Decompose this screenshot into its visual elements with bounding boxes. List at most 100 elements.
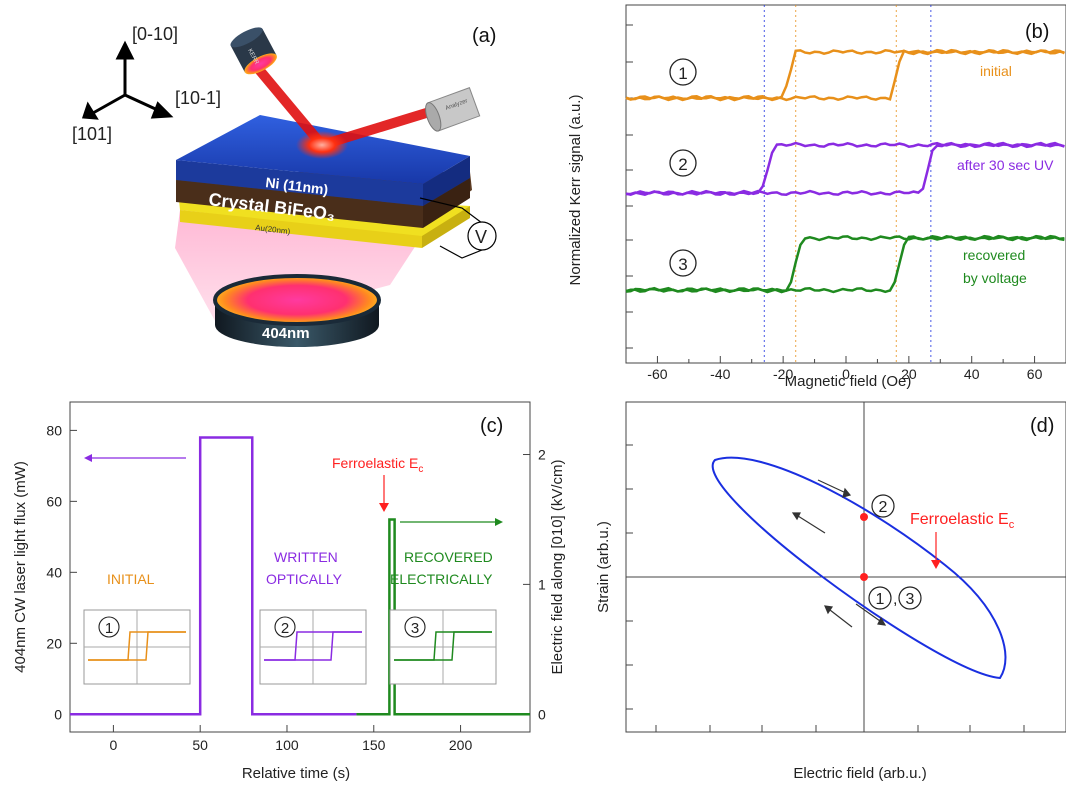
panel-b-xtick-labels: -60 -40 -20 0 20 40 60 — [647, 366, 1042, 382]
d-loop-path — [711, 456, 1007, 680]
marker-1-number: 1 — [678, 64, 687, 83]
c-state-initial: INITIAL — [107, 571, 155, 587]
sample-stack — [176, 115, 472, 248]
panel-b-ticks — [626, 24, 1066, 363]
c-right-axis-arrowhead — [495, 518, 503, 526]
d-point-13 — [860, 573, 868, 581]
d-marker-2-number: 2 — [879, 499, 888, 516]
d-ferro-label: Ferroelastic Ec — [910, 511, 1015, 531]
panel-c-ylabel-right: Electric field along [010] (kV/cm) — [549, 459, 566, 674]
c-state-written-2: OPTICALLY — [266, 571, 343, 587]
c-ytick-left-label: 40 — [46, 564, 62, 580]
c-xtick-label: 200 — [449, 737, 473, 753]
panel-d-letter: (d) — [1030, 415, 1054, 437]
b-xtick-label: 20 — [901, 366, 917, 382]
panel-b: (b) Normalized Kerr signal (a.u.) Magnet… — [567, 4, 1066, 390]
d-marker-comma: , — [893, 591, 897, 608]
panel-b-ylabel: Normalized Kerr signal (a.u.) — [567, 95, 584, 286]
label-recovered: recovered — [963, 247, 1025, 263]
kerr-source: KERR — [230, 27, 277, 75]
c-laser-flux-line — [70, 436, 357, 716]
panel-a: (a) [0-10] [10-1] [101] 404nm — [72, 24, 497, 347]
d-ferro-arrowhead — [931, 560, 941, 569]
voltage-label: V — [475, 227, 487, 247]
c-ytick-left-label: 80 — [46, 422, 62, 438]
label-by-voltage: by voltage — [963, 270, 1027, 286]
c-xtick-label: 0 — [109, 737, 117, 753]
c-inset-marker-circle — [274, 616, 296, 638]
voltage-circuit — [419, 197, 497, 259]
c-inset-marker-circle — [404, 616, 426, 638]
b-curve-uv-down — [625, 141, 1065, 197]
b-curve-recovered-down — [625, 234, 1065, 294]
c-ytick-right-label: 0 — [538, 706, 546, 722]
d-point-2 — [860, 513, 868, 521]
laser-label: 404nm — [262, 325, 310, 342]
laser-source: 404nm — [213, 274, 381, 347]
c-electric-field-line — [356, 518, 530, 716]
c-ytick-right-label: 1 — [538, 576, 546, 592]
c-ferro-label: Ferroelastic Ec — [332, 455, 423, 475]
panel-c-xlabel: Relative time (s) — [242, 765, 350, 782]
c-ferro-arrowhead — [379, 503, 389, 512]
b-curve-initial-down — [625, 48, 1065, 102]
marker-3-number: 3 — [678, 255, 687, 274]
c-left-axis-arrowhead — [84, 454, 92, 462]
panel-b-letter: (b) — [1025, 21, 1049, 43]
b-xtick-label: -20 — [773, 366, 793, 382]
marker-2-circle — [669, 149, 697, 177]
b-xtick-label: 60 — [1027, 366, 1043, 382]
c-state-recovered-2: ELECTRICALLY — [390, 571, 493, 587]
b-xtick-label: 40 — [964, 366, 980, 382]
c-xtick-label: 50 — [192, 737, 208, 753]
c-state-written-1: WRITTEN — [274, 549, 338, 565]
kerr-beam — [252, 62, 438, 159]
c-inset-loop-down — [394, 631, 492, 661]
label-initial: initial — [980, 63, 1012, 79]
panel-d-xlabel: Electric field (arb.u.) — [793, 765, 926, 782]
panel-d-ticks — [626, 444, 1025, 732]
panel-d: (d) Strain (arb.u.) Electric field (arb.… — [595, 401, 1066, 782]
marker-2-number: 2 — [678, 155, 687, 174]
d-hysteresis-loop — [711, 456, 1007, 680]
ni-layer-label: Ni (11nm) — [265, 174, 329, 198]
panel-d-frame — [625, 401, 1066, 733]
axis-label-right: [10-1] — [175, 88, 221, 108]
panel-c: 0 50 100 150 200 0 20 40 60 80 0 1 2 1 2 3 (c) 404nm C… — [12, 401, 566, 782]
b-xtick-label: -40 — [710, 366, 730, 382]
c-inset-marker-circle — [98, 616, 120, 638]
c-inset-loop-down — [88, 631, 186, 661]
d-direction-arrows — [791, 479, 887, 628]
panel-b-curves — [625, 48, 1065, 294]
c-inset-marker-number: 2 — [281, 620, 289, 637]
panel-c-ylabel-left: 404nm CW laser light flux (mW) — [12, 461, 29, 673]
label-after-uv: after 30 sec UV — [957, 157, 1054, 173]
c-inset-marker-number: 1 — [105, 620, 113, 637]
panel-c-letter: (c) — [480, 415, 503, 437]
panel-b-frame — [625, 4, 1066, 364]
d-marker-3-circle — [898, 586, 922, 610]
c-xtick-label: 100 — [275, 737, 299, 753]
c-ytick-left-label: 60 — [46, 493, 62, 509]
axis-label-up: [0-10] — [132, 24, 178, 44]
c-inset-loop-down — [264, 631, 362, 661]
d-marker-1-number: 1 — [876, 591, 885, 608]
axis-label-left: [101] — [72, 124, 112, 144]
marker-1-circle — [669, 58, 697, 86]
panel-c-ticks: 0 50 100 150 200 0 20 40 60 80 0 1 2 — [46, 422, 546, 753]
c-ytick-left-label: 0 — [54, 706, 62, 722]
c-ytick-right-label: 2 — [538, 447, 546, 463]
panel-c-insets: 1 2 3 — [83, 609, 497, 685]
panel-b-xlabel: Magnetic field (Oe) — [785, 373, 912, 390]
c-state-recovered-1: RECOVERED — [404, 549, 493, 565]
panel-c-frame — [69, 401, 531, 733]
panel-c-lines — [70, 436, 530, 716]
b-xtick-label: -60 — [647, 366, 667, 382]
c-xtick-label: 150 — [362, 737, 386, 753]
panel-b-guides — [763, 5, 932, 363]
d-marker-3-number: 3 — [906, 591, 915, 608]
d-marker-2-circle — [871, 494, 895, 518]
crystal-axes — [81, 40, 174, 120]
panel-a-letter: (a) — [472, 25, 496, 47]
